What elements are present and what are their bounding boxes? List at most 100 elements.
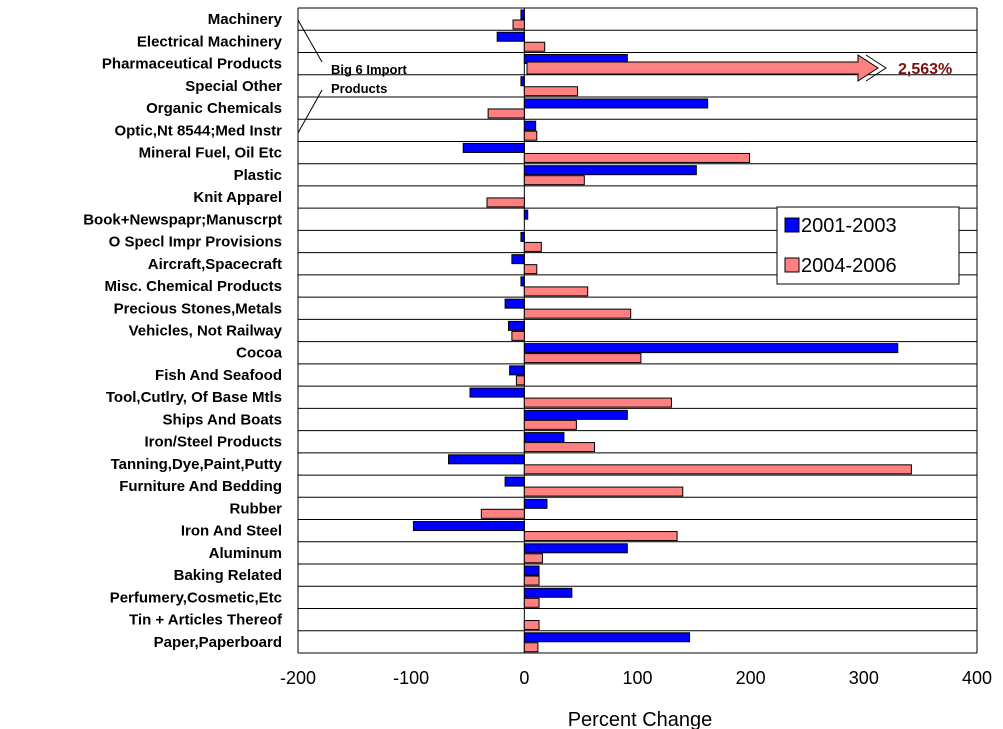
bar-2001-2003 bbox=[523, 498, 548, 509]
category-label: Baking Related bbox=[174, 567, 282, 584]
bar-2001-2003 bbox=[523, 120, 537, 131]
category-label: Optic,Nt 8544;Med Instr bbox=[114, 122, 282, 139]
bar-2001-2003 bbox=[509, 365, 525, 376]
category-label: Tool,Cutlry, Of Base Mtls bbox=[106, 389, 282, 406]
category-label: Aircraft,Spacecraft bbox=[148, 256, 282, 273]
bar-2004-2006 bbox=[523, 442, 595, 453]
bar-2004-2006 bbox=[511, 330, 525, 341]
x-tick-label: 0 bbox=[519, 668, 529, 688]
bar-2004-2006 bbox=[523, 41, 546, 52]
bar-2001-2003 bbox=[462, 142, 525, 153]
legend-swatch-2004-2006 bbox=[784, 257, 800, 273]
bar-2004-2006 bbox=[523, 353, 642, 364]
annotation-label-line2: Products bbox=[331, 81, 387, 96]
x-tick-label: 400 bbox=[962, 668, 992, 688]
bar-2001-2003 bbox=[448, 454, 525, 465]
bar-2004-2006 bbox=[523, 175, 585, 186]
category-label: Cocoa bbox=[236, 345, 283, 362]
category-label: Furniture And Bedding bbox=[119, 478, 282, 495]
bar-2004-2006 bbox=[523, 308, 632, 319]
category-label: Precious Stones,Metals bbox=[114, 300, 282, 317]
category-label: Organic Chemicals bbox=[146, 100, 282, 117]
bar-2001-2003 bbox=[520, 76, 525, 87]
bar-2004-2006 bbox=[523, 464, 912, 475]
category-label: Pharmaceutical Products bbox=[102, 56, 282, 73]
category-label: Book+Newspapr;Manuscrpt bbox=[83, 211, 282, 228]
bar-2001-2003 bbox=[507, 320, 525, 331]
category-label: Tanning,Dye,Paint,Putty bbox=[111, 456, 283, 473]
category-label: Rubber bbox=[230, 500, 283, 517]
bar-2001-2003 bbox=[504, 298, 525, 309]
bar-2004-2006 bbox=[512, 19, 525, 30]
bar-2001-2003 bbox=[511, 254, 525, 265]
grid-lines bbox=[297, 7, 978, 654]
category-label: Tin + Articles Thereof bbox=[129, 612, 283, 629]
bar-2004-2006 bbox=[523, 130, 538, 141]
category-label: Ships And Boats bbox=[163, 411, 282, 428]
annotation-line-bottom bbox=[297, 89, 323, 134]
category-label: Machinery bbox=[208, 11, 283, 28]
bar-2004-2006 bbox=[523, 286, 589, 297]
bar-2001-2003 bbox=[520, 231, 525, 242]
category-label: Iron/Steel Products bbox=[144, 434, 282, 451]
bar-2001-2003 bbox=[523, 432, 565, 443]
bar-2001-2003 bbox=[523, 165, 697, 176]
category-label: Iron And Steel bbox=[181, 523, 282, 540]
category-label: Plastic bbox=[234, 167, 282, 184]
bar-2001-2003 bbox=[496, 31, 525, 42]
bar-2004-2006 bbox=[523, 597, 540, 608]
bar-2001-2003 bbox=[520, 9, 525, 20]
x-tick-label: 200 bbox=[736, 668, 766, 688]
bar-2001-2003 bbox=[523, 409, 628, 420]
category-label: Vehicles, Not Railway bbox=[129, 323, 283, 340]
bar-2001-2003 bbox=[523, 565, 540, 576]
bar-2001-2003 bbox=[469, 387, 525, 398]
bar-2004-2006 bbox=[523, 241, 542, 252]
bar-2004-2006 bbox=[515, 375, 525, 386]
bar-2004-2006 bbox=[486, 197, 525, 208]
category-label: Misc. Chemical Products bbox=[104, 278, 282, 295]
overflow-arrow: 2,563% bbox=[526, 54, 952, 82]
category-label: Special Other bbox=[185, 78, 282, 95]
category-label: Paper,Paperboard bbox=[154, 634, 282, 651]
x-tick-labels: -200 -100 0 100 200 300 400 bbox=[280, 668, 992, 688]
legend-label-2004-2006: 2004-2006 bbox=[801, 255, 897, 277]
bar-2004-2006 bbox=[523, 553, 543, 564]
legend-label-2001-2003: 2001-2003 bbox=[801, 215, 897, 237]
x-tick-label: -200 bbox=[280, 668, 316, 688]
overflow-value-label: 2,563% bbox=[898, 61, 952, 78]
bars bbox=[412, 9, 912, 653]
bar-2004-2006 bbox=[523, 86, 579, 97]
category-label: Mineral Fuel, Oil Etc bbox=[139, 145, 282, 162]
legend-swatch-2001-2003 bbox=[784, 217, 800, 233]
bar-2004-2006 bbox=[523, 575, 540, 586]
category-label: Perfumery,Cosmetic,Etc bbox=[110, 589, 282, 606]
category-label: O Specl Impr Provisions bbox=[109, 234, 282, 251]
category-label: Knit Apparel bbox=[193, 189, 282, 206]
bar-2001-2003 bbox=[523, 587, 573, 598]
bar-2001-2003 bbox=[523, 209, 529, 220]
bar-2001-2003 bbox=[504, 476, 525, 487]
bar-2004-2006 bbox=[523, 419, 577, 430]
annotation-label-line1: Big 6 Import bbox=[331, 62, 408, 77]
category-labels: Machinery Electrical Machinery Pharmaceuti… bbox=[83, 11, 283, 651]
overflow-arrow-shape bbox=[526, 54, 879, 82]
overflow-arrow-outline bbox=[865, 54, 887, 82]
x-tick-label: 100 bbox=[622, 668, 652, 688]
bar-2001-2003 bbox=[523, 632, 691, 643]
bar-2004-2006 bbox=[523, 397, 672, 408]
bar-2001-2003 bbox=[523, 543, 628, 554]
bar-2001-2003 bbox=[520, 276, 525, 287]
annotation-line-top bbox=[297, 19, 323, 63]
bar-2004-2006 bbox=[480, 508, 525, 519]
x-tick-label: 300 bbox=[849, 668, 879, 688]
x-axis-label: Percent Change bbox=[568, 709, 713, 729]
bar-2004-2006 bbox=[487, 108, 525, 119]
legend-box bbox=[776, 206, 960, 285]
bar-2004-2006 bbox=[523, 531, 678, 542]
bar-2004-2006 bbox=[523, 264, 538, 275]
bar-2004-2006 bbox=[523, 152, 751, 163]
bar-2004-2006 bbox=[523, 642, 539, 653]
category-label: Fish And Seafood bbox=[155, 367, 282, 384]
